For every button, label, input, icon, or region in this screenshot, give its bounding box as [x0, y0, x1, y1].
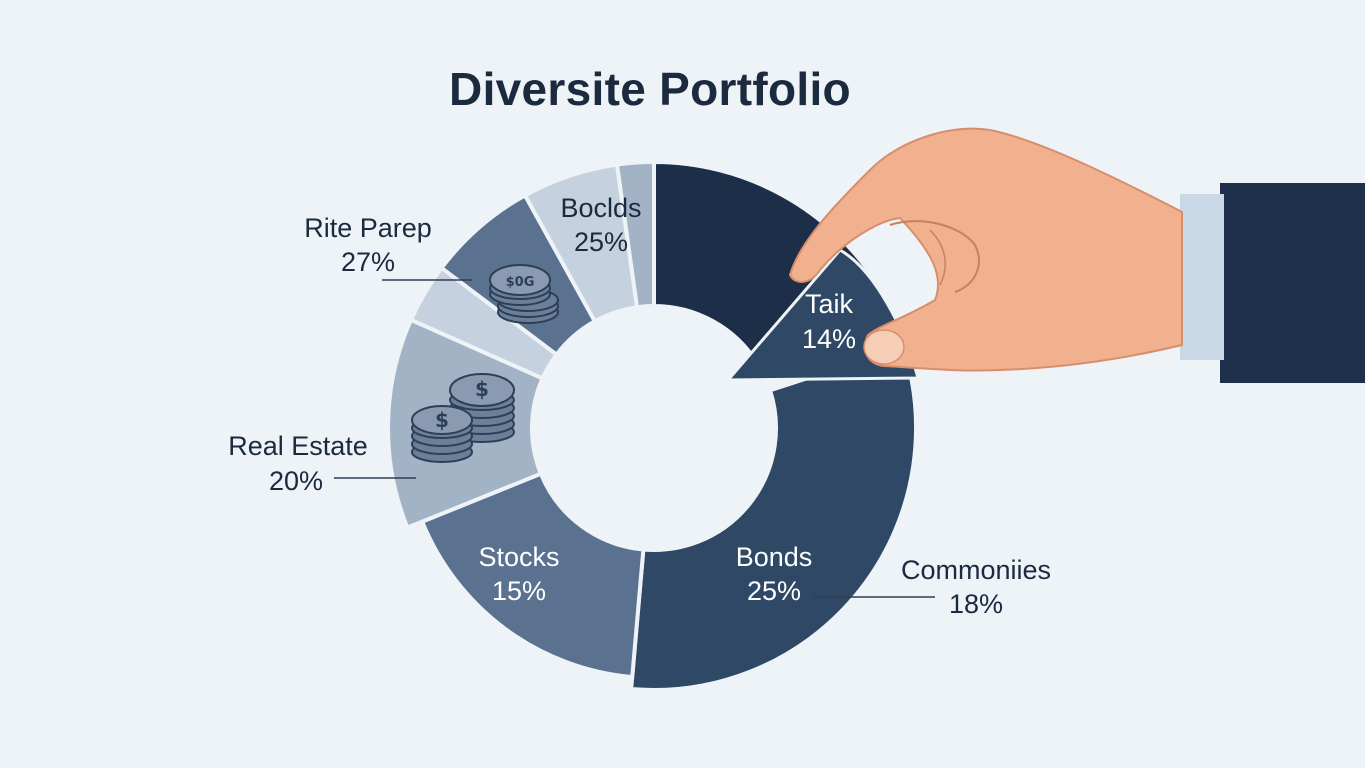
label-stocks: Stocks: [478, 542, 559, 572]
svg-text:$0G: $0G: [506, 275, 535, 290]
value-real-estate: 20%: [269, 466, 323, 496]
value-rite-parep: 27%: [341, 247, 395, 277]
coin-stack-icon: $0G: [489, 264, 559, 324]
value-taik: 14%: [802, 324, 856, 354]
label-bonds: Bonds: [736, 542, 813, 572]
slice-thin: [614, 159, 656, 310]
svg-text:$: $: [475, 377, 489, 401]
value-stocks: 15%: [492, 576, 546, 606]
coins-icon: $ $: [411, 373, 515, 463]
label-commoniies: Commoniies: [901, 555, 1051, 585]
chart-title: Diversite Portfolio: [449, 63, 851, 115]
hand-illustration: [788, 127, 1365, 383]
label-boclds: Boclds: [560, 193, 641, 223]
value-commoniies: 18%: [949, 589, 1003, 619]
svg-text:$: $: [435, 408, 449, 432]
label-rite-parep: Rite Parep: [304, 213, 432, 243]
value-bonds: 25%: [747, 576, 801, 606]
slice-stocks: [419, 471, 646, 680]
label-taik: Taik: [805, 289, 854, 319]
slice-bonds: [628, 344, 918, 692]
value-boclds: 25%: [574, 227, 628, 257]
label-real-estate: Real Estate: [228, 431, 368, 461]
